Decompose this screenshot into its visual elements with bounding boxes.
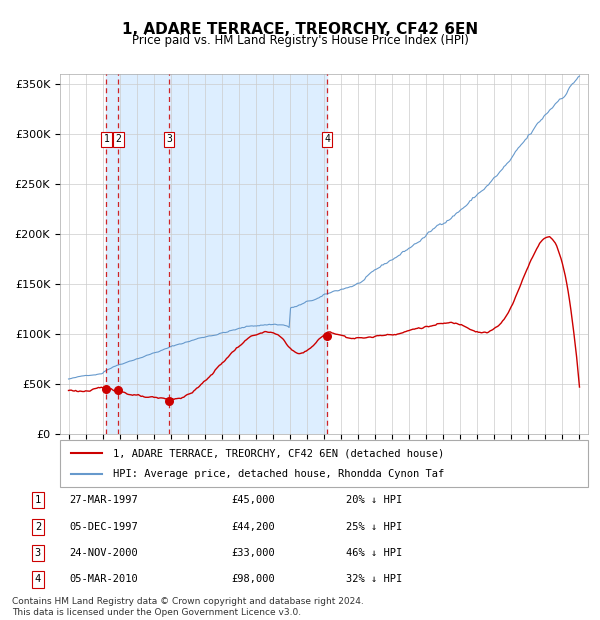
Text: 4: 4 xyxy=(35,574,41,585)
Text: 25% ↓ HPI: 25% ↓ HPI xyxy=(346,521,403,532)
Point xyxy=(113,385,123,395)
Text: £45,000: £45,000 xyxy=(231,495,275,505)
Text: 32% ↓ HPI: 32% ↓ HPI xyxy=(346,574,403,585)
Text: £98,000: £98,000 xyxy=(231,574,275,585)
Text: 1: 1 xyxy=(104,135,109,144)
Text: £33,000: £33,000 xyxy=(231,548,275,558)
Text: 1: 1 xyxy=(35,495,41,505)
Text: Contains HM Land Registry data © Crown copyright and database right 2024.: Contains HM Land Registry data © Crown c… xyxy=(12,597,364,606)
FancyBboxPatch shape xyxy=(60,440,588,487)
Text: This data is licensed under the Open Government Licence v3.0.: This data is licensed under the Open Gov… xyxy=(12,608,301,617)
Text: 3: 3 xyxy=(35,548,41,558)
Text: 1, ADARE TERRACE, TREORCHY, CF42 6EN: 1, ADARE TERRACE, TREORCHY, CF42 6EN xyxy=(122,22,478,37)
Text: 4: 4 xyxy=(324,135,330,144)
Text: 24-NOV-2000: 24-NOV-2000 xyxy=(70,548,139,558)
Bar xyxy=(106,74,327,434)
Text: 3: 3 xyxy=(166,135,172,144)
Text: 2: 2 xyxy=(115,135,121,144)
Text: Price paid vs. HM Land Registry's House Price Index (HPI): Price paid vs. HM Land Registry's House … xyxy=(131,34,469,47)
Point xyxy=(101,384,111,394)
Text: HPI: Average price, detached house, Rhondda Cynon Taf: HPI: Average price, detached house, Rhon… xyxy=(113,469,444,479)
Text: 1, ADARE TERRACE, TREORCHY, CF42 6EN (detached house): 1, ADARE TERRACE, TREORCHY, CF42 6EN (de… xyxy=(113,448,444,458)
Point xyxy=(164,396,174,406)
Text: 2: 2 xyxy=(35,521,41,532)
Text: 27-MAR-1997: 27-MAR-1997 xyxy=(70,495,139,505)
Text: 05-DEC-1997: 05-DEC-1997 xyxy=(70,521,139,532)
Point xyxy=(322,331,332,341)
Text: 46% ↓ HPI: 46% ↓ HPI xyxy=(346,548,403,558)
Text: 05-MAR-2010: 05-MAR-2010 xyxy=(70,574,139,585)
Text: 20% ↓ HPI: 20% ↓ HPI xyxy=(346,495,403,505)
Text: £44,200: £44,200 xyxy=(231,521,275,532)
